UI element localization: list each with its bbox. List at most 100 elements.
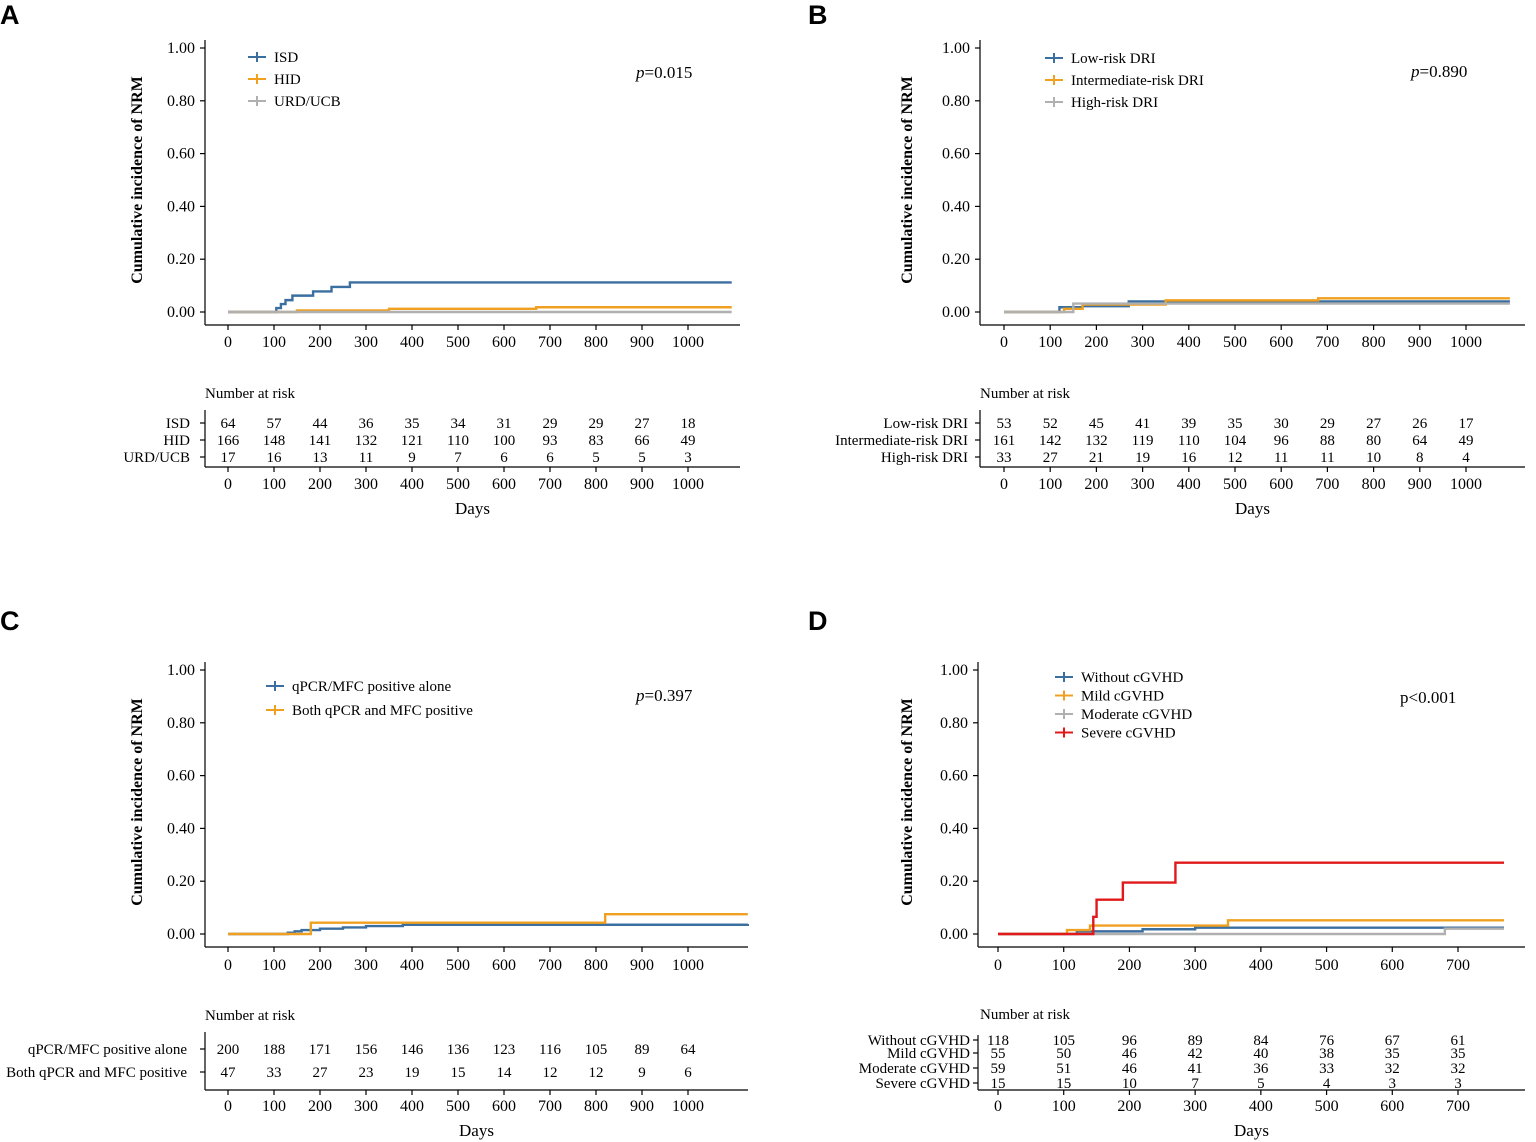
risk-x-tick-label: 100	[1052, 1098, 1076, 1115]
risk-x-tick-label: 200	[308, 1098, 332, 1115]
risk-value: 104	[1224, 433, 1247, 449]
series-line-1	[228, 281, 732, 314]
panel-d: D0.000.200.400.600.801.000 100 200 300 400 50…	[808, 606, 1525, 1140]
risk-value: 89	[635, 1042, 650, 1058]
risk-value: 84	[1253, 1033, 1269, 1049]
p-value: p<0.001	[1400, 688, 1456, 707]
risk-value: 12	[589, 1065, 604, 1081]
risk-x-tick-label: 400	[1177, 476, 1201, 493]
y-tick-label: 0.20	[167, 873, 195, 890]
x-tick-label: 200	[308, 957, 332, 974]
series-line-1	[228, 923, 749, 936]
risk-table-title: Number at risk	[980, 386, 1070, 402]
risk-value: 21	[1089, 450, 1104, 466]
p-value-rest: =0.397	[645, 686, 693, 705]
risk-value: 29	[589, 416, 604, 432]
x-tick-label: 400	[1249, 957, 1273, 974]
x-tick-label: 600	[492, 334, 516, 351]
risk-value: 118	[987, 1033, 1009, 1049]
risk-row-label: Intermediate-risk DRI	[835, 433, 968, 449]
risk-value: 6	[500, 450, 508, 466]
risk-value: 27	[635, 416, 651, 432]
risk-value: 200	[217, 1042, 240, 1058]
series-line-3	[998, 927, 1504, 936]
panel-label: B	[808, 0, 828, 30]
risk-value: 51	[1056, 1061, 1071, 1077]
x-tick-label: 0	[1000, 334, 1008, 351]
y-tick-label: 0.20	[942, 251, 970, 268]
risk-value: 110	[447, 433, 469, 449]
risk-value: 142	[1039, 433, 1062, 449]
x-tick-label: 0	[224, 957, 232, 974]
y-tick-label: 0.00	[167, 304, 195, 321]
risk-value: 3	[684, 450, 692, 466]
risk-value: 32	[1451, 1061, 1466, 1077]
y-tick-label: 0.60	[167, 768, 195, 785]
risk-x-tick-label: 900	[630, 476, 654, 493]
risk-value: 132	[355, 433, 378, 449]
risk-x-tick-label: 500	[446, 476, 470, 493]
x-tick-label: 100	[1052, 957, 1076, 974]
x-tick-label: 700	[1315, 334, 1339, 351]
legend-entry: Moderate cGVHD	[1081, 707, 1192, 723]
risk-x-tick-label: 100	[1038, 476, 1062, 493]
risk-value: 96	[1274, 433, 1290, 449]
x-tick-label: 500	[446, 334, 470, 351]
risk-x-tick-label: 0	[224, 1098, 232, 1115]
risk-value: 64	[681, 1042, 697, 1058]
risk-x-tick-label: 1000	[1450, 476, 1482, 493]
risk-value: 27	[1043, 450, 1059, 466]
risk-x-tick-label: 700	[1315, 476, 1339, 493]
risk-value: 10	[1122, 1076, 1137, 1092]
p-value-italic: p	[635, 686, 645, 705]
p-value-rest: =0.015	[645, 63, 693, 82]
risk-value: 7	[1191, 1076, 1199, 1092]
x-tick-label: 700	[1446, 957, 1470, 974]
risk-value: 29	[1320, 416, 1335, 432]
risk-row-label: Severe cGVHD	[875, 1076, 970, 1092]
risk-x-tick-label: 700	[538, 1098, 562, 1115]
y-tick-label: 0.40	[167, 820, 195, 837]
risk-value: 8	[1416, 450, 1424, 466]
y-axis-label: Cumulative incidence of NRM	[899, 76, 916, 284]
risk-x-tick-label: 500	[1315, 1098, 1339, 1115]
risk-value: 34	[451, 416, 467, 432]
risk-value: 12	[543, 1065, 558, 1081]
risk-value: 105	[585, 1042, 608, 1058]
risk-x-tick-label: 400	[1249, 1098, 1273, 1115]
p-value-rest: =0.890	[1420, 62, 1468, 81]
y-axis-label: Cumulative incidence of NRM	[129, 698, 146, 906]
x-tick-label: 1000	[672, 334, 704, 351]
x-tick-label: 300	[354, 334, 378, 351]
y-tick-label: 0.80	[167, 715, 195, 732]
risk-value: 141	[309, 433, 332, 449]
risk-value: 64	[221, 416, 237, 432]
risk-value: 42	[1188, 1046, 1203, 1062]
risk-value: 50	[1056, 1046, 1071, 1062]
risk-table-title: Number at risk	[205, 386, 295, 402]
y-tick-label: 0.00	[940, 926, 968, 943]
p-value: p=0.015	[635, 63, 692, 82]
risk-value: 121	[401, 433, 424, 449]
risk-value: 64	[1412, 433, 1428, 449]
x-tick-label: 700	[538, 334, 562, 351]
risk-x-tick-label: 600	[1380, 1098, 1404, 1115]
risk-x-tick-label: 0	[224, 476, 232, 493]
risk-value: 27	[1366, 416, 1382, 432]
p-value: p=0.397	[635, 686, 693, 705]
risk-row-label: qPCR/MFC positive alone	[28, 1042, 188, 1058]
risk-value: 119	[1132, 433, 1154, 449]
panel-label: C	[0, 606, 20, 636]
risk-value: 33	[997, 450, 1012, 466]
x-tick-label: 1000	[672, 957, 704, 974]
risk-value: 35	[405, 416, 420, 432]
risk-value: 166	[217, 433, 240, 449]
risk-value: 18	[681, 416, 696, 432]
y-tick-label: 0.20	[940, 873, 968, 890]
x-tick-label: 900	[630, 957, 654, 974]
y-tick-label: 0.00	[942, 304, 970, 321]
p-value-italic: p	[1410, 62, 1420, 81]
risk-value: 33	[1319, 1061, 1334, 1077]
x-tick-label: 600	[1269, 334, 1293, 351]
risk-value: 100	[493, 433, 516, 449]
